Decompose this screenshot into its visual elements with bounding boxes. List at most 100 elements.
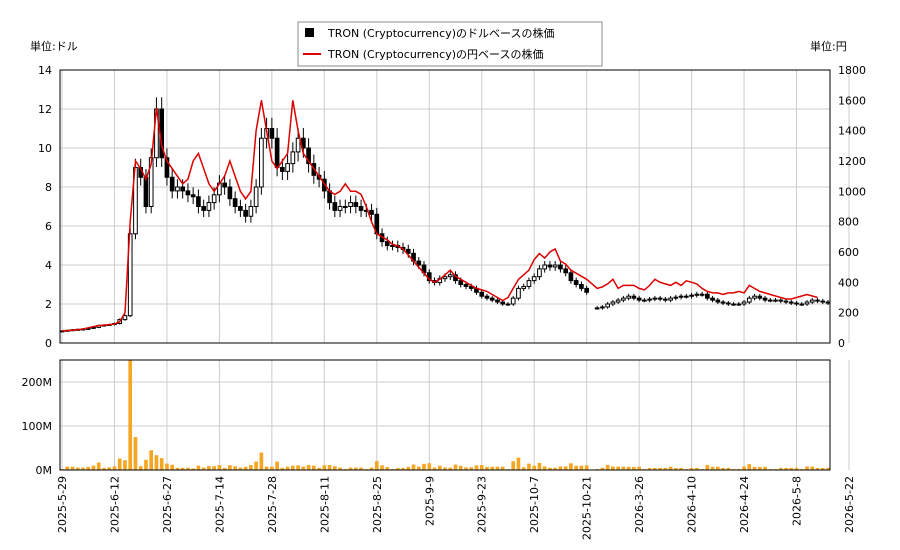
left-tick-label: 14 <box>38 64 52 77</box>
candle-body <box>269 128 275 139</box>
candle-body <box>815 299 820 302</box>
volume-bar <box>521 467 526 470</box>
candle-body <box>280 167 285 172</box>
candle-body <box>243 209 248 217</box>
candle-body <box>741 301 747 305</box>
volume-bar <box>117 458 122 470</box>
volume-bar <box>563 466 568 470</box>
volume-bar <box>65 466 70 470</box>
volume-bar <box>416 466 421 470</box>
right-tick-label: 1400 <box>838 125 866 138</box>
candle-body <box>505 303 511 306</box>
right-tick-label: 400 <box>838 276 859 289</box>
candle-body <box>584 287 589 293</box>
candle-body <box>164 157 170 178</box>
volume-bar <box>663 467 668 470</box>
candle-body <box>647 298 652 301</box>
candle-body <box>458 280 464 286</box>
candle-body <box>537 268 542 278</box>
volume-bar <box>695 468 699 470</box>
candle-body <box>384 241 390 247</box>
right-tick-label: 1000 <box>838 185 866 198</box>
x-tick-label: 2026-4-24 <box>738 476 751 533</box>
x-tick-label: 2026-5-8 <box>791 476 804 526</box>
volume-tick-label: 0M <box>36 464 53 477</box>
volume-bar <box>285 466 290 470</box>
volume-bar <box>626 466 631 470</box>
volume-bar <box>317 467 321 470</box>
candle-body <box>442 276 448 280</box>
candle-body <box>337 206 343 211</box>
volume-bar <box>123 460 127 470</box>
jpy-price-line <box>61 100 818 332</box>
volume-bar <box>81 467 85 470</box>
volume-bar <box>747 464 752 470</box>
x-tick-label: 2025-5-29 <box>56 476 69 533</box>
volume-bar <box>348 467 353 470</box>
left-tick-label: 8 <box>45 181 52 194</box>
candle-body <box>778 299 784 302</box>
volume-bar <box>826 467 830 470</box>
volume-bar <box>138 466 143 470</box>
volume-bar <box>647 467 652 470</box>
volume-bar <box>102 467 106 470</box>
volume-bar <box>611 466 615 470</box>
legend-usd-marker <box>305 28 314 37</box>
x-tick-label: 2025-9-9 <box>423 476 436 526</box>
candle-body <box>306 147 311 165</box>
volume-bar <box>600 467 605 470</box>
volume-bar <box>443 467 447 470</box>
candle-body <box>809 299 815 303</box>
candle-body <box>510 297 516 305</box>
candle-body <box>668 297 673 301</box>
candle-body <box>783 300 789 303</box>
volume-bar <box>254 461 258 470</box>
volume-bar <box>432 467 437 470</box>
candle-body <box>636 297 642 301</box>
volume-bar <box>112 466 117 470</box>
candle-body <box>568 272 574 282</box>
volume-bar <box>338 467 342 470</box>
volume-bar <box>632 466 636 470</box>
volume-bar <box>280 467 285 470</box>
volume-bar <box>710 466 715 470</box>
candle-body <box>600 306 605 309</box>
candle-body <box>447 274 453 278</box>
volume-bar <box>186 467 190 470</box>
candle-body <box>615 299 621 303</box>
volume-bar <box>406 466 411 470</box>
volume-bar <box>222 467 227 470</box>
left-tick-label: 2 <box>45 298 52 311</box>
right-tick-label: 0 <box>838 337 845 350</box>
candle-body <box>342 206 348 208</box>
volume-bar <box>437 465 442 470</box>
x-tick-label: 2025-6-12 <box>108 476 121 533</box>
candle-body <box>238 206 243 211</box>
volume-bar <box>757 466 762 470</box>
candle-body <box>752 295 757 299</box>
volume-bar <box>243 466 248 470</box>
candle-body <box>820 300 826 303</box>
volume-bar <box>668 466 673 470</box>
volume-tick-label: 200M <box>22 376 53 389</box>
volume-bar <box>742 466 746 470</box>
volume-bar <box>154 455 159 470</box>
right-tick-label: 600 <box>838 246 859 259</box>
candle-body <box>773 299 778 302</box>
volume-bar <box>689 468 694 470</box>
candle-body <box>720 301 726 304</box>
volume-bar <box>511 461 516 470</box>
volume-bar <box>548 467 552 470</box>
volume-bar <box>275 461 279 470</box>
candle-body <box>678 295 684 298</box>
volume-bar <box>217 464 222 470</box>
volume-bar <box>359 467 363 470</box>
candle-body <box>757 295 763 299</box>
x-tick-label: 2026-5-22 <box>843 476 856 533</box>
volume-bar <box>653 467 657 470</box>
candle-body <box>731 303 736 306</box>
volume-bar <box>296 465 300 470</box>
volume-bar <box>516 457 521 470</box>
volume-bar <box>490 466 495 470</box>
volume-bar <box>385 467 390 470</box>
